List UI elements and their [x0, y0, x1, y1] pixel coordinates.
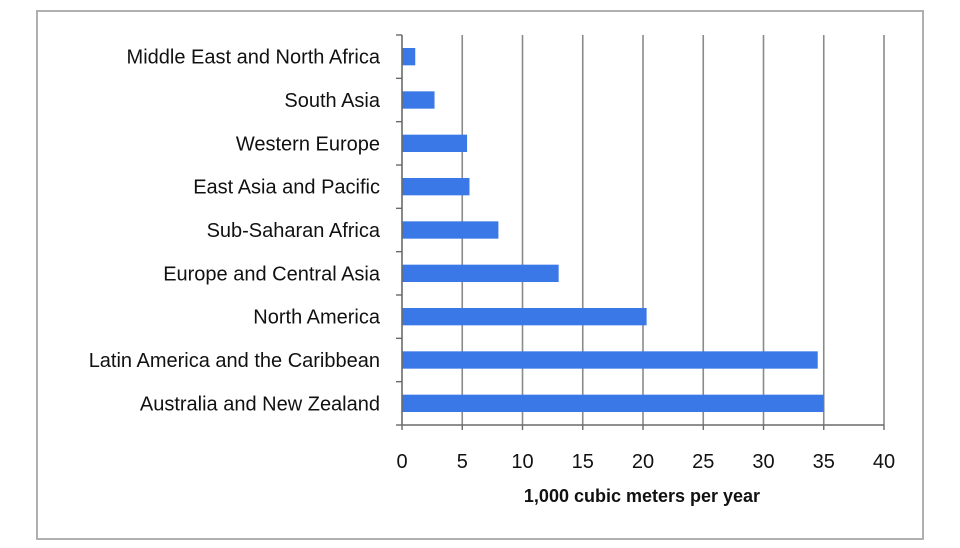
bar — [402, 264, 559, 282]
category-label: Sub-Saharan Africa — [207, 220, 381, 242]
x-tick-label: 10 — [511, 451, 533, 473]
category-label: Europe and Central Asia — [163, 263, 381, 285]
category-label: East Asia and Pacific — [193, 177, 380, 199]
bar — [402, 308, 647, 326]
x-tick-label: 40 — [873, 451, 895, 473]
bars — [402, 48, 824, 412]
x-tick-label: 15 — [572, 451, 594, 473]
category-labels: Middle East and North Africa South Asia We… — [89, 47, 381, 416]
bar — [402, 221, 499, 239]
x-tick-label: 20 — [632, 451, 654, 473]
category-label: Middle East and North Africa — [127, 47, 381, 69]
x-axis-title: 1,000 cubic meters per year — [524, 486, 760, 506]
bar — [402, 394, 824, 412]
x-tick-label: 0 — [396, 451, 407, 473]
bar — [402, 351, 818, 369]
category-label: Western Europe — [236, 133, 380, 155]
category-label: Latin America and the Caribbean — [89, 350, 380, 372]
x-tick-label: 35 — [813, 451, 835, 473]
tick-labels: 0 5 10 15 20 25 30 35 40 — [396, 451, 895, 473]
x-tick-label: 5 — [457, 451, 468, 473]
category-label: South Asia — [284, 90, 381, 112]
bar — [402, 134, 468, 152]
bar — [402, 178, 470, 196]
axes — [396, 34, 885, 430]
x-tick-label: 25 — [692, 451, 714, 473]
category-label: Australia and New Zealand — [140, 393, 380, 415]
x-tick-label: 30 — [752, 451, 774, 473]
category-label: North America — [253, 307, 381, 329]
bar — [402, 48, 416, 66]
bar — [402, 91, 435, 109]
